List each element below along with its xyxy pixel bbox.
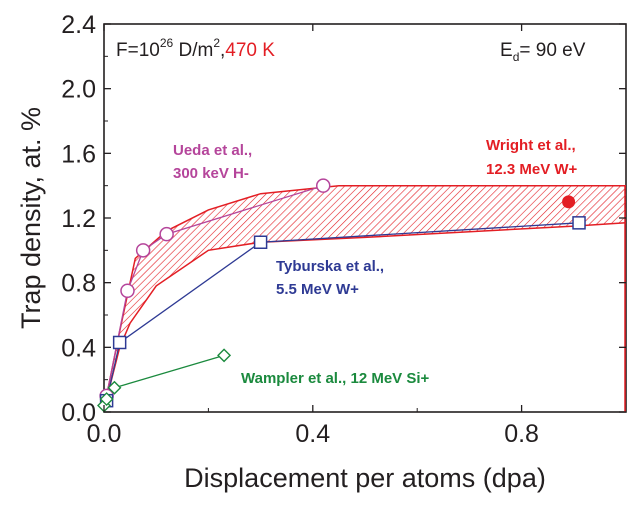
wampler-annotation: Wampler et al., 12 MeV Si+ bbox=[241, 370, 430, 387]
wampler-series-line bbox=[104, 354, 225, 406]
band-fill bbox=[106, 185, 626, 400]
tyburska-annotation-line-1: Tyburska et al., bbox=[276, 258, 384, 275]
fluence-label: F=1026 D/m2,470 K bbox=[116, 36, 275, 61]
tyburska-annotation: Tyburska et al., 5.5 MeV W+ bbox=[276, 258, 388, 298]
displacement-energy-label: Ed= 90 eV bbox=[500, 40, 586, 64]
y-tick-label: 1.2 bbox=[61, 205, 96, 233]
y-tick-label: 0.0 bbox=[61, 399, 96, 427]
fluence-unit-exponent: 2 bbox=[213, 36, 220, 50]
ueda-annotation-line-2: 300 keV H- bbox=[173, 165, 249, 182]
ueda-annotation: Ueda et al., 300 keV H- bbox=[173, 142, 256, 182]
x-tick-label: 0.4 bbox=[295, 420, 330, 448]
temperature-label: 470 K bbox=[225, 40, 275, 61]
condition-labels: F=1026 D/m2,470 K Ed= 90 eV bbox=[116, 36, 586, 64]
y-axis-title: Trap density, at. % bbox=[16, 107, 46, 329]
y-tick-label: 2.4 bbox=[61, 11, 96, 39]
fluence-exponent: 26 bbox=[160, 36, 174, 50]
wampler-data-point bbox=[99, 392, 114, 407]
fluence-prefix: F=10 bbox=[116, 40, 160, 61]
tyburska-data-point bbox=[253, 235, 268, 249]
wampler-data-point bbox=[217, 348, 232, 363]
ueda-data-point bbox=[120, 283, 135, 298]
y-tick-label: 0.8 bbox=[61, 270, 96, 298]
tyburska-data-point bbox=[112, 335, 127, 350]
ueda-data-point bbox=[159, 226, 174, 242]
wright-annotation-line-2: 12.3 MeV W+ bbox=[486, 161, 578, 178]
tyburska-series-line bbox=[105, 222, 580, 401]
wright-data-point bbox=[562, 195, 576, 209]
y-tick-label: 1.6 bbox=[61, 140, 96, 168]
wampler-data-point bbox=[107, 380, 122, 395]
ed-value: = 90 eV bbox=[519, 40, 585, 61]
ueda-annotation-line-1: Ueda et al., bbox=[173, 142, 252, 159]
wright-annotation: Wright et al., 12.3 MeV W+ bbox=[486, 137, 580, 178]
series-annotations: Ueda et al., 300 keV H- Tyburska et al.,… bbox=[173, 137, 580, 387]
y-tick-label: 2.0 bbox=[61, 76, 96, 104]
ueda-data-point bbox=[315, 178, 331, 193]
fluence-suffix: D/m bbox=[173, 40, 213, 61]
x-tick-label: 0.0 bbox=[87, 420, 122, 448]
y-tick-label: 0.4 bbox=[61, 334, 96, 362]
ed-symbol: E bbox=[500, 40, 513, 61]
tyburska-data-point bbox=[572, 216, 586, 230]
plot-area: 0.0 0.4 0.8 1.2 1.6 2.0 2.4 0.0 0.4 0.8 bbox=[61, 11, 627, 448]
fluence-separator: , bbox=[220, 40, 225, 61]
ueda-data-point bbox=[135, 243, 151, 258]
tyburska-annotation-line-2: 5.5 MeV W+ bbox=[276, 281, 359, 298]
x-tick-label: 0.8 bbox=[504, 420, 539, 448]
x-axis-title: Displacement per atoms (dpa) bbox=[184, 463, 546, 493]
ed-subscript: d bbox=[513, 50, 520, 64]
wright-annotation-line-1: Wright et al., bbox=[486, 137, 576, 154]
wampler-annotation-line-1: Wampler et al., 12 MeV Si+ bbox=[241, 370, 430, 387]
